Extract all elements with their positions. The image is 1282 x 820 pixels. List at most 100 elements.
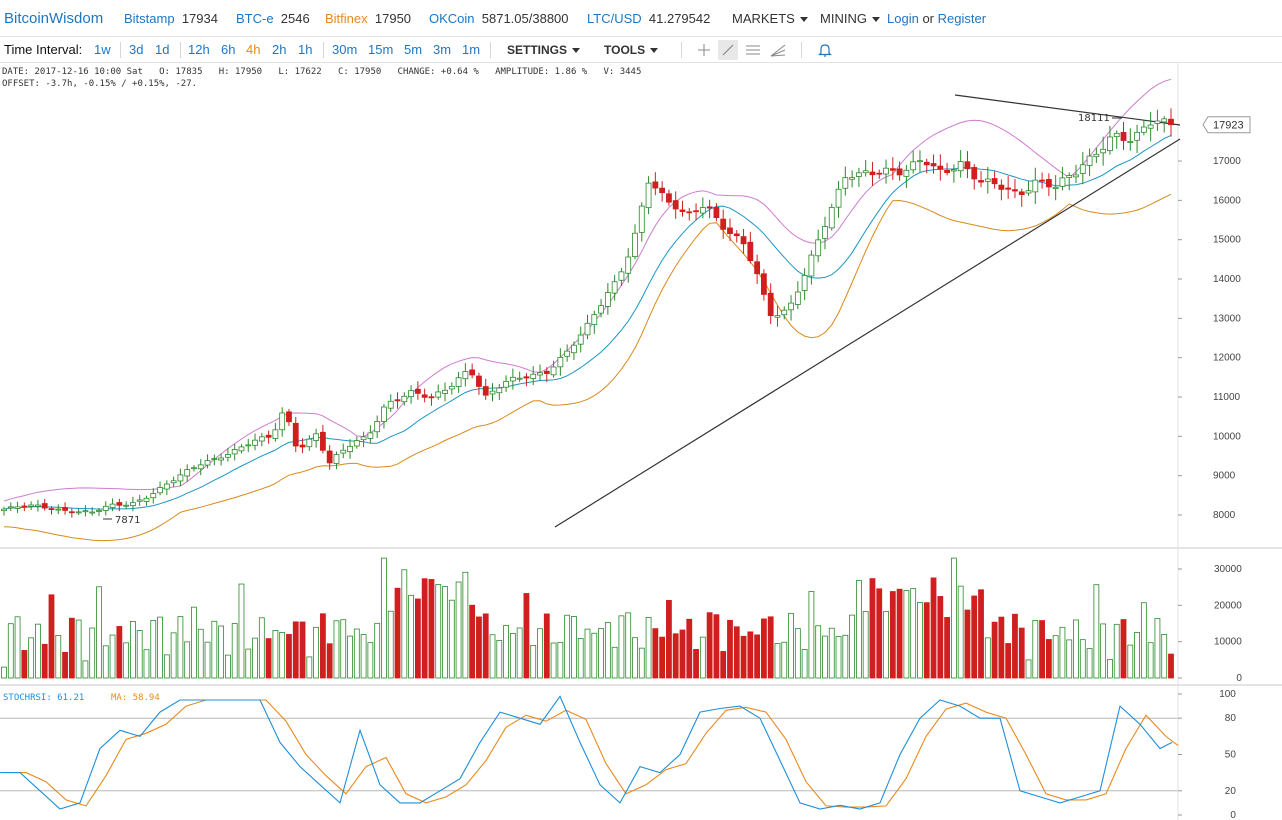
- bollinger-lower-line: [3, 193, 1172, 542]
- volume-bar: [883, 611, 889, 679]
- candle-body: [469, 369, 476, 376]
- volume-bar: [157, 616, 163, 679]
- volume-bar: [109, 634, 116, 679]
- volume-bar: [930, 577, 937, 679]
- candle-body: [1161, 118, 1168, 123]
- volume-bar: [238, 583, 245, 679]
- tools-menu[interactable]: TOOLS: [604, 43, 659, 57]
- stoch-ma-line: [6, 699, 1179, 808]
- candle-body: [706, 206, 713, 209]
- crosshair-icon[interactable]: [697, 43, 711, 57]
- candle-body: [849, 177, 856, 180]
- ticker-btce[interactable]: BTC-e 2546: [236, 11, 310, 26]
- candle-body: [767, 292, 774, 317]
- interval-12h[interactable]: 12h: [188, 42, 210, 57]
- ticker-ltcusd[interactable]: LTC/USD 41.279542: [587, 11, 710, 26]
- ticker-bitfinex[interactable]: Bitfinex 17950: [325, 11, 411, 26]
- stoch-tick-label: 80: [1225, 713, 1237, 724]
- horizontal-lines-icon[interactable]: [745, 43, 761, 57]
- settings-menu[interactable]: SETTINGS: [507, 43, 581, 57]
- candle-body: [1052, 186, 1059, 189]
- ticker-name[interactable]: BTC-e: [236, 11, 274, 26]
- volume-bar: [509, 633, 516, 679]
- interval-2h[interactable]: 2h: [272, 42, 287, 57]
- price-tick-label: 17000: [1213, 156, 1241, 167]
- volume-bar: [394, 587, 401, 679]
- volume-bar: [611, 646, 618, 679]
- volume-bar: [435, 584, 442, 679]
- candle-body: [509, 376, 516, 382]
- bollinger-bands: [3, 78, 1172, 542]
- price-chart[interactable]: 8000900010000110001200013000140001500016…: [0, 63, 1282, 820]
- stochrsi-lines: [0, 695, 1179, 810]
- ticker-okcoin[interactable]: OKCoin 5871.05/38800: [429, 11, 569, 26]
- interval-30m[interactable]: 30m: [332, 42, 358, 57]
- candle-body: [822, 226, 828, 239]
- candle-body: [258, 436, 265, 442]
- candle-body: [733, 233, 740, 237]
- candle-body: [638, 205, 645, 233]
- ticker-name[interactable]: LTC/USD: [587, 11, 642, 26]
- divider: [801, 42, 802, 58]
- interval-1h[interactable]: 1h: [298, 42, 313, 57]
- price-tick-label: 12000: [1213, 353, 1241, 364]
- interval-1w[interactable]: 1w: [94, 42, 111, 57]
- candle-body: [333, 454, 340, 464]
- volume-bar: [1120, 619, 1127, 679]
- volume-bar: [1052, 635, 1059, 679]
- login-link[interactable]: Login: [887, 11, 919, 26]
- volume-bar: [496, 639, 503, 679]
- markets-menu[interactable]: MARKETS: [732, 11, 808, 26]
- volume-bar: [618, 615, 625, 679]
- fan-icon[interactable]: [770, 42, 786, 58]
- axis-labels: 8000900010000110001200013000140001500016…: [103, 113, 1251, 820]
- candle-body: [944, 169, 950, 173]
- candle-body: [774, 315, 781, 318]
- interval-3m[interactable]: 3m: [433, 42, 452, 57]
- interval-3d[interactable]: 3d: [129, 42, 144, 57]
- volume-bar: [638, 647, 645, 679]
- brand-logo[interactable]: BitcoinWisdom: [4, 10, 104, 27]
- volume-bar: [421, 578, 428, 679]
- volume-bar: [150, 620, 157, 679]
- ticker-price: 2546: [280, 11, 310, 26]
- interval-6h[interactable]: 6h: [221, 42, 236, 57]
- ticker-price: 17934: [181, 11, 218, 26]
- bell-icon[interactable]: [818, 43, 832, 57]
- candle-body: [319, 431, 326, 451]
- ma-value: MA: 58.94: [111, 693, 160, 703]
- price-tick-label: 15000: [1213, 235, 1241, 246]
- candle-body: [1154, 120, 1161, 124]
- volume-bar: [258, 617, 265, 679]
- volume-bar: [1073, 619, 1079, 679]
- mining-menu[interactable]: MINING: [820, 11, 880, 26]
- price-tick-label: 10000: [1213, 431, 1241, 442]
- volume-bar: [1032, 620, 1039, 679]
- interval-5m[interactable]: 5m: [404, 42, 423, 57]
- candle-body: [747, 241, 754, 262]
- candle-body: [543, 370, 550, 374]
- volume-bar: [414, 598, 421, 679]
- interval-4h[interactable]: 4h: [246, 42, 261, 57]
- volume-bar: [855, 580, 862, 679]
- volume-bar: [869, 578, 876, 679]
- volume-bar: [503, 625, 509, 679]
- ticker-name[interactable]: Bitstamp: [124, 11, 175, 26]
- volume-bar: [482, 613, 489, 679]
- interval-1d[interactable]: 1d: [155, 42, 170, 57]
- ticker-name[interactable]: OKCoin: [429, 11, 475, 26]
- register-link[interactable]: Register: [937, 11, 987, 26]
- volume-bar: [286, 634, 292, 679]
- candle-body: [163, 483, 170, 490]
- ticker-bitstamp[interactable]: Bitstamp 17934: [124, 11, 218, 26]
- candle-body: [1127, 141, 1134, 143]
- candle-body: [102, 505, 109, 511]
- interval-15m[interactable]: 15m: [368, 42, 394, 57]
- candle-body: [462, 371, 469, 380]
- ticker-name[interactable]: Bitfinex: [325, 11, 368, 26]
- volume-bar: [401, 569, 408, 679]
- candle-body: [720, 218, 727, 230]
- trendline-icon[interactable]: [718, 40, 738, 60]
- interval-1m[interactable]: 1m: [462, 42, 481, 57]
- volume-bar: [319, 613, 326, 679]
